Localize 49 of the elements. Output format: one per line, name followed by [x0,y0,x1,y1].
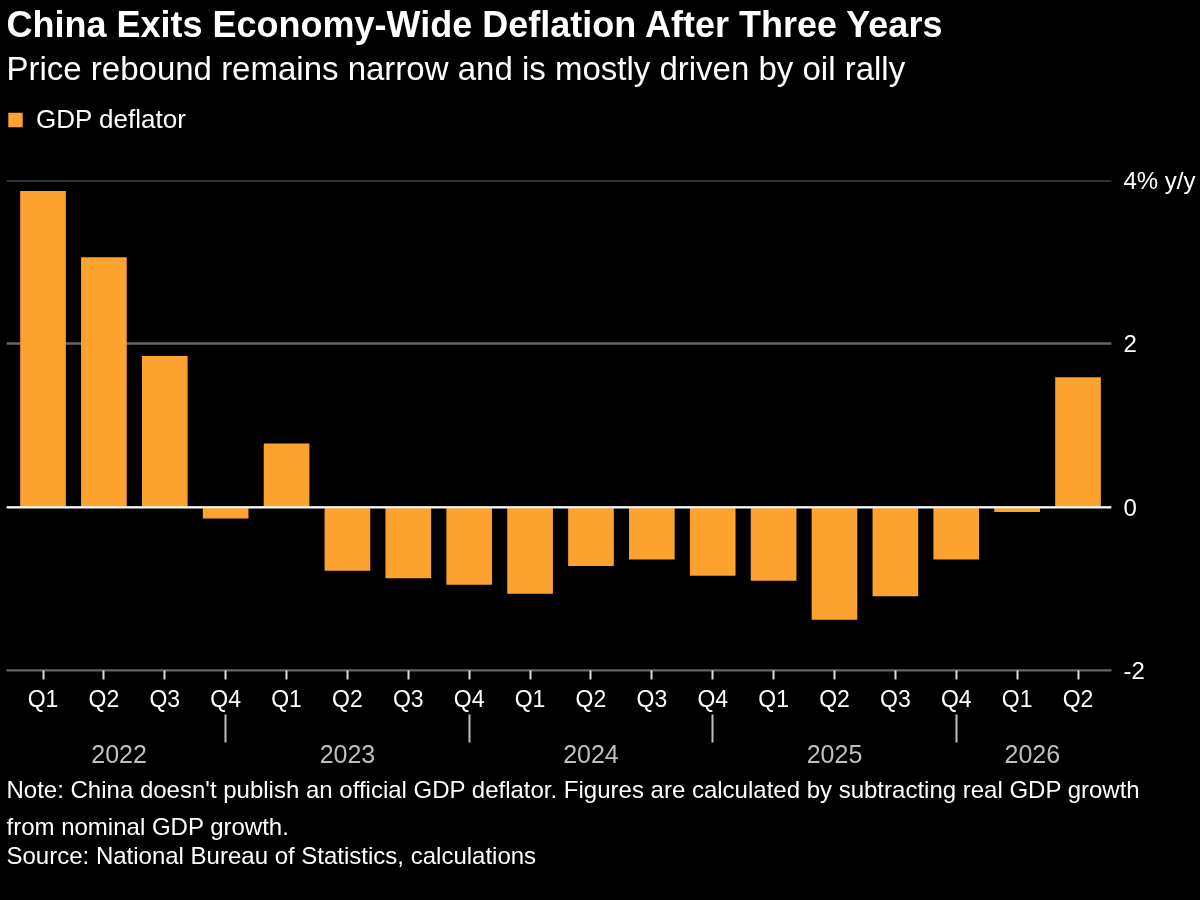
bar [263,443,310,508]
x-tick-label: Q1 [758,685,789,712]
x-tick-label: Q2 [88,685,120,712]
bar [933,507,980,560]
x-tick-label: Q4 [697,685,729,712]
y-tick-label: -2 [1123,657,1145,684]
bar [811,507,858,620]
x-tick-label: Q3 [880,685,911,712]
bar [81,257,127,508]
y-tick-label: 4% y/y [1123,167,1196,194]
text: Note: China doesn't publish an official GDP deflator. Figures are calculated by subtracting real GDP growth from nominal GDP growth. [6,775,1140,840]
x-tick-label: Q1 [27,685,59,712]
text: 2022 [91,739,147,768]
bar [324,507,371,571]
chart-title: China Exits Economy-Wide Deflation After Three Years [6,3,943,45]
bar [446,507,493,585]
bar [385,507,432,579]
x-tick-label: Q1 [1001,685,1033,712]
y-tick-label: 2 [1123,330,1137,358]
text: 2023 [319,739,376,768]
x-tick-label: Q3 [636,685,668,712]
bar [1055,377,1101,508]
x-tick-label: Q4 [210,685,242,712]
source-note: Source: National Bureau of Statistics, calculations [6,841,537,869]
x-tick-label: Q2 [1062,685,1094,712]
legend-label: GDP deflator [36,103,186,135]
x-tick-label: Q2 [819,685,850,712]
text: 2026 [1004,739,1061,768]
bar [629,507,675,560]
bar [20,191,66,508]
bar [202,507,249,519]
x-tick-label: Q2 [332,685,363,712]
x-tick-label: Q2 [575,685,607,712]
bar [750,507,797,581]
x-tick-label: Q4 [940,685,972,712]
x-tick-label: Q4 [453,685,485,712]
x-tick-label: Q3 [149,685,181,712]
x-tick-label: Q1 [514,685,546,712]
bar [872,507,919,597]
text: 2025 [806,739,863,768]
bar [568,507,614,566]
y-tick-label: 0 [1123,493,1137,521]
text: 2024 [563,739,619,768]
bar [507,507,553,594]
bar [141,356,188,508]
bar [689,507,736,576]
chart-subtitle: Price rebound remains narrow and is mostly driven by oil rally [6,49,906,87]
x-tick-label: Q1 [271,685,302,712]
x-tick-label: Q3 [392,685,424,712]
